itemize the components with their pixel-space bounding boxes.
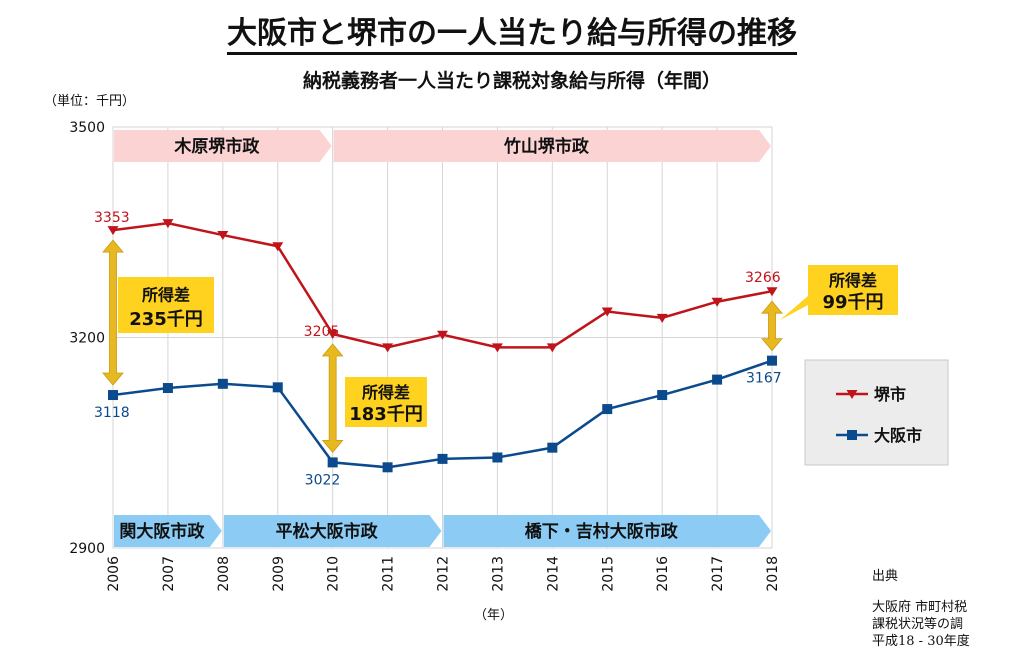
sakai-admin-band-shape (333, 130, 771, 162)
osaka-admin-band-shape (223, 515, 442, 547)
x-tick-label: 2009 (271, 556, 287, 592)
sakai-admin-band-label: 木原堺市政 (173, 136, 260, 157)
income-gap-callout (808, 265, 898, 315)
x-tick-label: 2008 (216, 556, 232, 592)
x-tick-label: 2010 (326, 556, 342, 592)
chart-title: 大阪市と堺市の一人当たり給与所得の推移 (0, 8, 1024, 55)
y-tick-label: 3200 (69, 331, 105, 347)
osaka-marker (327, 457, 338, 468)
sakai-marker (107, 226, 119, 236)
income-gap-callout-line1: 所得差 (829, 271, 877, 290)
osaka-marker (217, 378, 228, 389)
sakai-marker (711, 297, 723, 307)
source-heading: 出典 (872, 569, 899, 584)
sakai-marker (272, 242, 284, 252)
x-tick-label: 2015 (600, 556, 616, 592)
income-gap-callout (118, 277, 214, 333)
x-tick-label: 2013 (490, 556, 506, 592)
sakai-marker (601, 307, 613, 317)
osaka-marker (712, 374, 723, 385)
osaka-data-label: 3022 (305, 472, 341, 488)
sakai-admin-band-label: 竹山堺市政 (503, 136, 590, 157)
osaka-admin-band-label: 関大阪市政 (119, 521, 205, 542)
osaka-marker (272, 382, 283, 393)
osaka-legend-marker (847, 430, 857, 440)
sakai-legend-marker (846, 390, 858, 399)
y-tick-label: 3500 (69, 120, 105, 136)
sakai-marker (546, 343, 558, 353)
legend-box (804, 359, 949, 466)
income-gap-callout-line2: 183千円 (349, 404, 423, 425)
chart-subtitle: 納税義務者一人当たり課税対象給与所得（年間） (302, 70, 721, 92)
income-gap-callout (345, 377, 427, 427)
sakai-marker (656, 313, 668, 323)
sakai-marker (162, 219, 174, 229)
osaka-admin-band-shape (443, 515, 771, 547)
sakai-marker (766, 287, 778, 297)
osaka-marker (657, 390, 668, 401)
osaka-marker (162, 383, 173, 394)
sakai-marker (217, 231, 229, 241)
income-gap-callout-line2: 99千円 (822, 292, 883, 313)
series-layer (107, 219, 778, 473)
tick-layer: 2900 3200 3500 2006 2007 2008 2009 2010 2011 2012… (69, 120, 781, 592)
osaka-data-label: 3167 (746, 371, 782, 387)
osaka-marker (437, 453, 448, 464)
osaka-marker (602, 404, 613, 415)
x-tick-label: 2016 (655, 556, 671, 592)
sakai-marker (327, 329, 339, 339)
income-gap-callout-line1: 所得差 (362, 383, 410, 402)
x-tick-label: 2011 (381, 556, 397, 592)
income-gap-callout-line2: 235千円 (129, 309, 203, 330)
osaka-admin-band-shape (114, 515, 222, 547)
osaka-marker (492, 452, 503, 463)
sakai-marker (491, 343, 503, 353)
sakai-data-label: 3205 (304, 324, 340, 340)
sakai-marker (382, 343, 394, 353)
x-unit-label: （年） (474, 608, 514, 623)
source-line-1: 大阪府 市町村税 (872, 600, 968, 615)
source-line-3: 平成18 - 30年度 (872, 634, 970, 649)
sakai-data-label: 3266 (745, 270, 781, 286)
annotation-layer: 335332053266311830223167所得差235千円所得差183千円… (94, 210, 898, 488)
x-tick-label: 2012 (436, 556, 452, 592)
source-line-2: 課税状況等の調 (872, 617, 964, 632)
callout-pointer (780, 296, 808, 320)
x-tick-label: 2014 (545, 556, 561, 592)
income-gap-arrow (761, 300, 783, 352)
income-gap-arrow (102, 239, 124, 386)
income-gap-callout-line1: 所得差 (142, 286, 190, 305)
x-tick-label: 2007 (161, 556, 177, 592)
sakai-marker (437, 330, 448, 340)
x-tick-label: 2018 (765, 556, 781, 592)
osaka-admin-band-label: 平松大阪市政 (276, 521, 379, 542)
osaka-legend-label: 大阪市 (874, 426, 922, 445)
osaka-admin-band-label: 橋下・吉村大阪市政 (525, 521, 679, 542)
sakai-data-label: 3353 (94, 210, 130, 226)
source-note: 出典 大阪府 市町村税 課税状況等の調 平成18 - 30年度 (872, 568, 970, 650)
osaka-marker (382, 462, 393, 473)
y-tick-label: 2900 (69, 541, 105, 557)
y-unit-label: （単位：千円） (44, 94, 136, 109)
osaka-marker (547, 442, 558, 453)
osaka-data-label: 3118 (94, 405, 130, 421)
chart-title-text: 大阪市と堺市の一人当たり給与所得の推移 (227, 16, 797, 55)
sakai-legend-label: 堺市 (874, 385, 906, 404)
sakai-admin-band-shape (114, 130, 332, 162)
x-tick-label: 2006 (106, 556, 122, 592)
income-gap-arrow (321, 343, 344, 454)
x-tick-label: 2017 (710, 556, 726, 592)
osaka-marker (767, 355, 777, 366)
osaka-marker (108, 390, 118, 401)
